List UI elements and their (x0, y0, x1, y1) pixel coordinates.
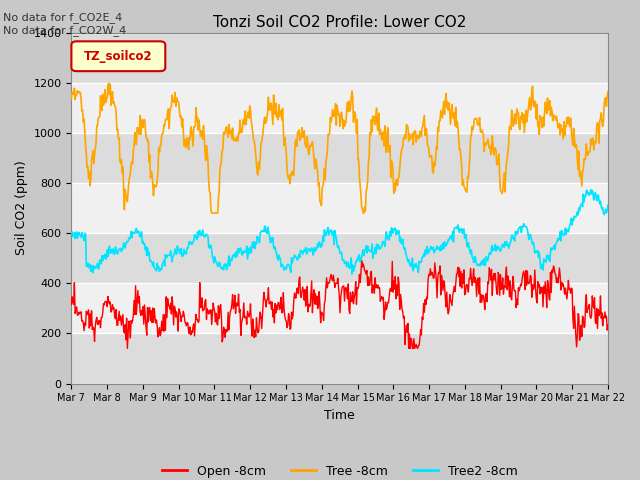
Legend: Open -8cm, Tree -8cm, Tree2 -8cm: Open -8cm, Tree -8cm, Tree2 -8cm (157, 459, 522, 480)
Text: TZ_soilco2: TZ_soilco2 (84, 50, 153, 63)
FancyBboxPatch shape (72, 41, 165, 71)
Text: No data for f_CO2W_4: No data for f_CO2W_4 (3, 25, 127, 36)
X-axis label: Time: Time (324, 409, 355, 422)
Title: Tonzi Soil CO2 Profile: Lower CO2: Tonzi Soil CO2 Profile: Lower CO2 (213, 15, 467, 30)
Text: No data for f_CO2E_4: No data for f_CO2E_4 (3, 12, 122, 23)
Bar (72, 334, 608, 384)
Y-axis label: Soil CO2 (ppm): Soil CO2 (ppm) (15, 161, 28, 255)
Bar (72, 33, 608, 83)
Bar (72, 183, 608, 233)
Bar (72, 283, 608, 334)
Bar (72, 133, 608, 183)
Bar (72, 83, 608, 133)
Bar (72, 233, 608, 283)
